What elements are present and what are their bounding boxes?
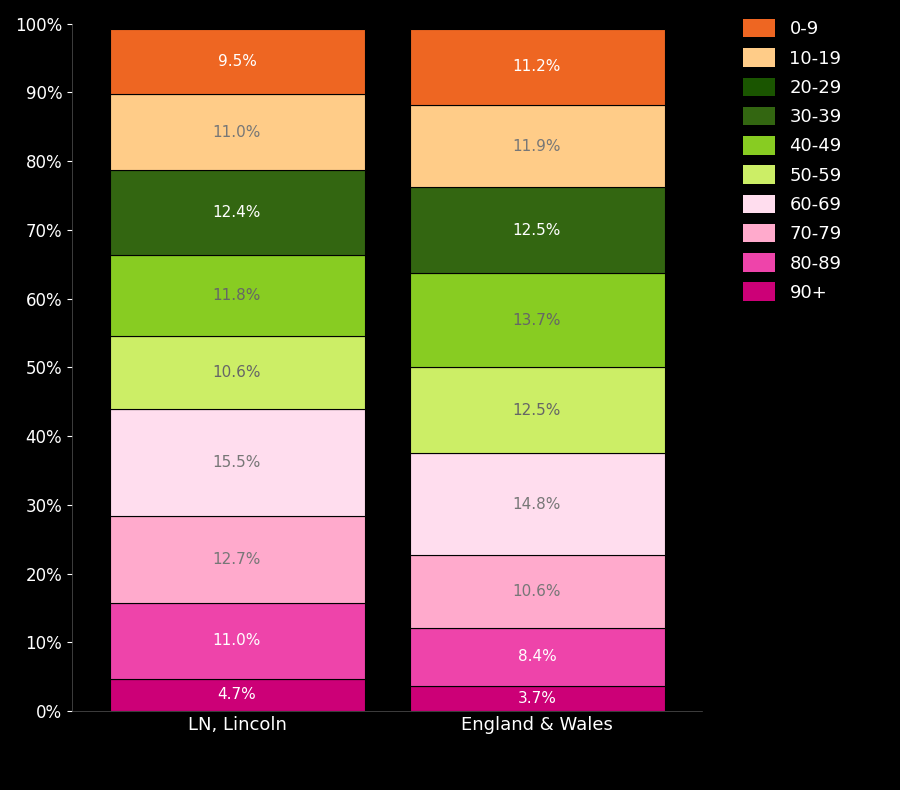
Bar: [110, 603, 364, 679]
Bar: [110, 29, 364, 95]
Bar: [410, 628, 664, 686]
Bar: [110, 255, 364, 337]
Bar: [410, 453, 664, 555]
Text: 12.5%: 12.5%: [513, 223, 562, 238]
Text: 15.5%: 15.5%: [212, 455, 261, 470]
Bar: [410, 106, 664, 187]
Bar: [110, 170, 364, 255]
Bar: [410, 28, 664, 106]
Text: 8.4%: 8.4%: [518, 649, 556, 664]
Text: 3.7%: 3.7%: [518, 690, 556, 705]
Text: 11.8%: 11.8%: [212, 288, 261, 303]
Text: 12.7%: 12.7%: [212, 552, 261, 567]
Bar: [110, 337, 364, 409]
Bar: [110, 409, 364, 516]
Bar: [410, 187, 664, 273]
Bar: [410, 273, 664, 367]
Text: 12.4%: 12.4%: [212, 205, 261, 220]
Text: 11.0%: 11.0%: [212, 634, 261, 649]
Legend: 0-9, 10-19, 20-29, 30-39, 40-49, 50-59, 60-69, 70-79, 80-89, 90+: 0-9, 10-19, 20-29, 30-39, 40-49, 50-59, …: [742, 19, 842, 302]
Bar: [410, 686, 664, 711]
Bar: [110, 95, 364, 170]
Bar: [410, 367, 664, 453]
Text: 13.7%: 13.7%: [513, 313, 562, 328]
Text: 11.0%: 11.0%: [212, 125, 261, 140]
Text: 4.7%: 4.7%: [218, 687, 256, 702]
Bar: [110, 516, 364, 603]
Text: 11.9%: 11.9%: [513, 139, 562, 154]
Text: 10.6%: 10.6%: [513, 584, 562, 599]
Text: 14.8%: 14.8%: [513, 497, 562, 512]
Text: 9.5%: 9.5%: [218, 55, 256, 70]
Bar: [410, 555, 664, 628]
Text: 11.2%: 11.2%: [513, 59, 562, 74]
Text: 12.5%: 12.5%: [513, 403, 562, 418]
Text: 10.6%: 10.6%: [212, 365, 261, 380]
Bar: [110, 679, 364, 711]
